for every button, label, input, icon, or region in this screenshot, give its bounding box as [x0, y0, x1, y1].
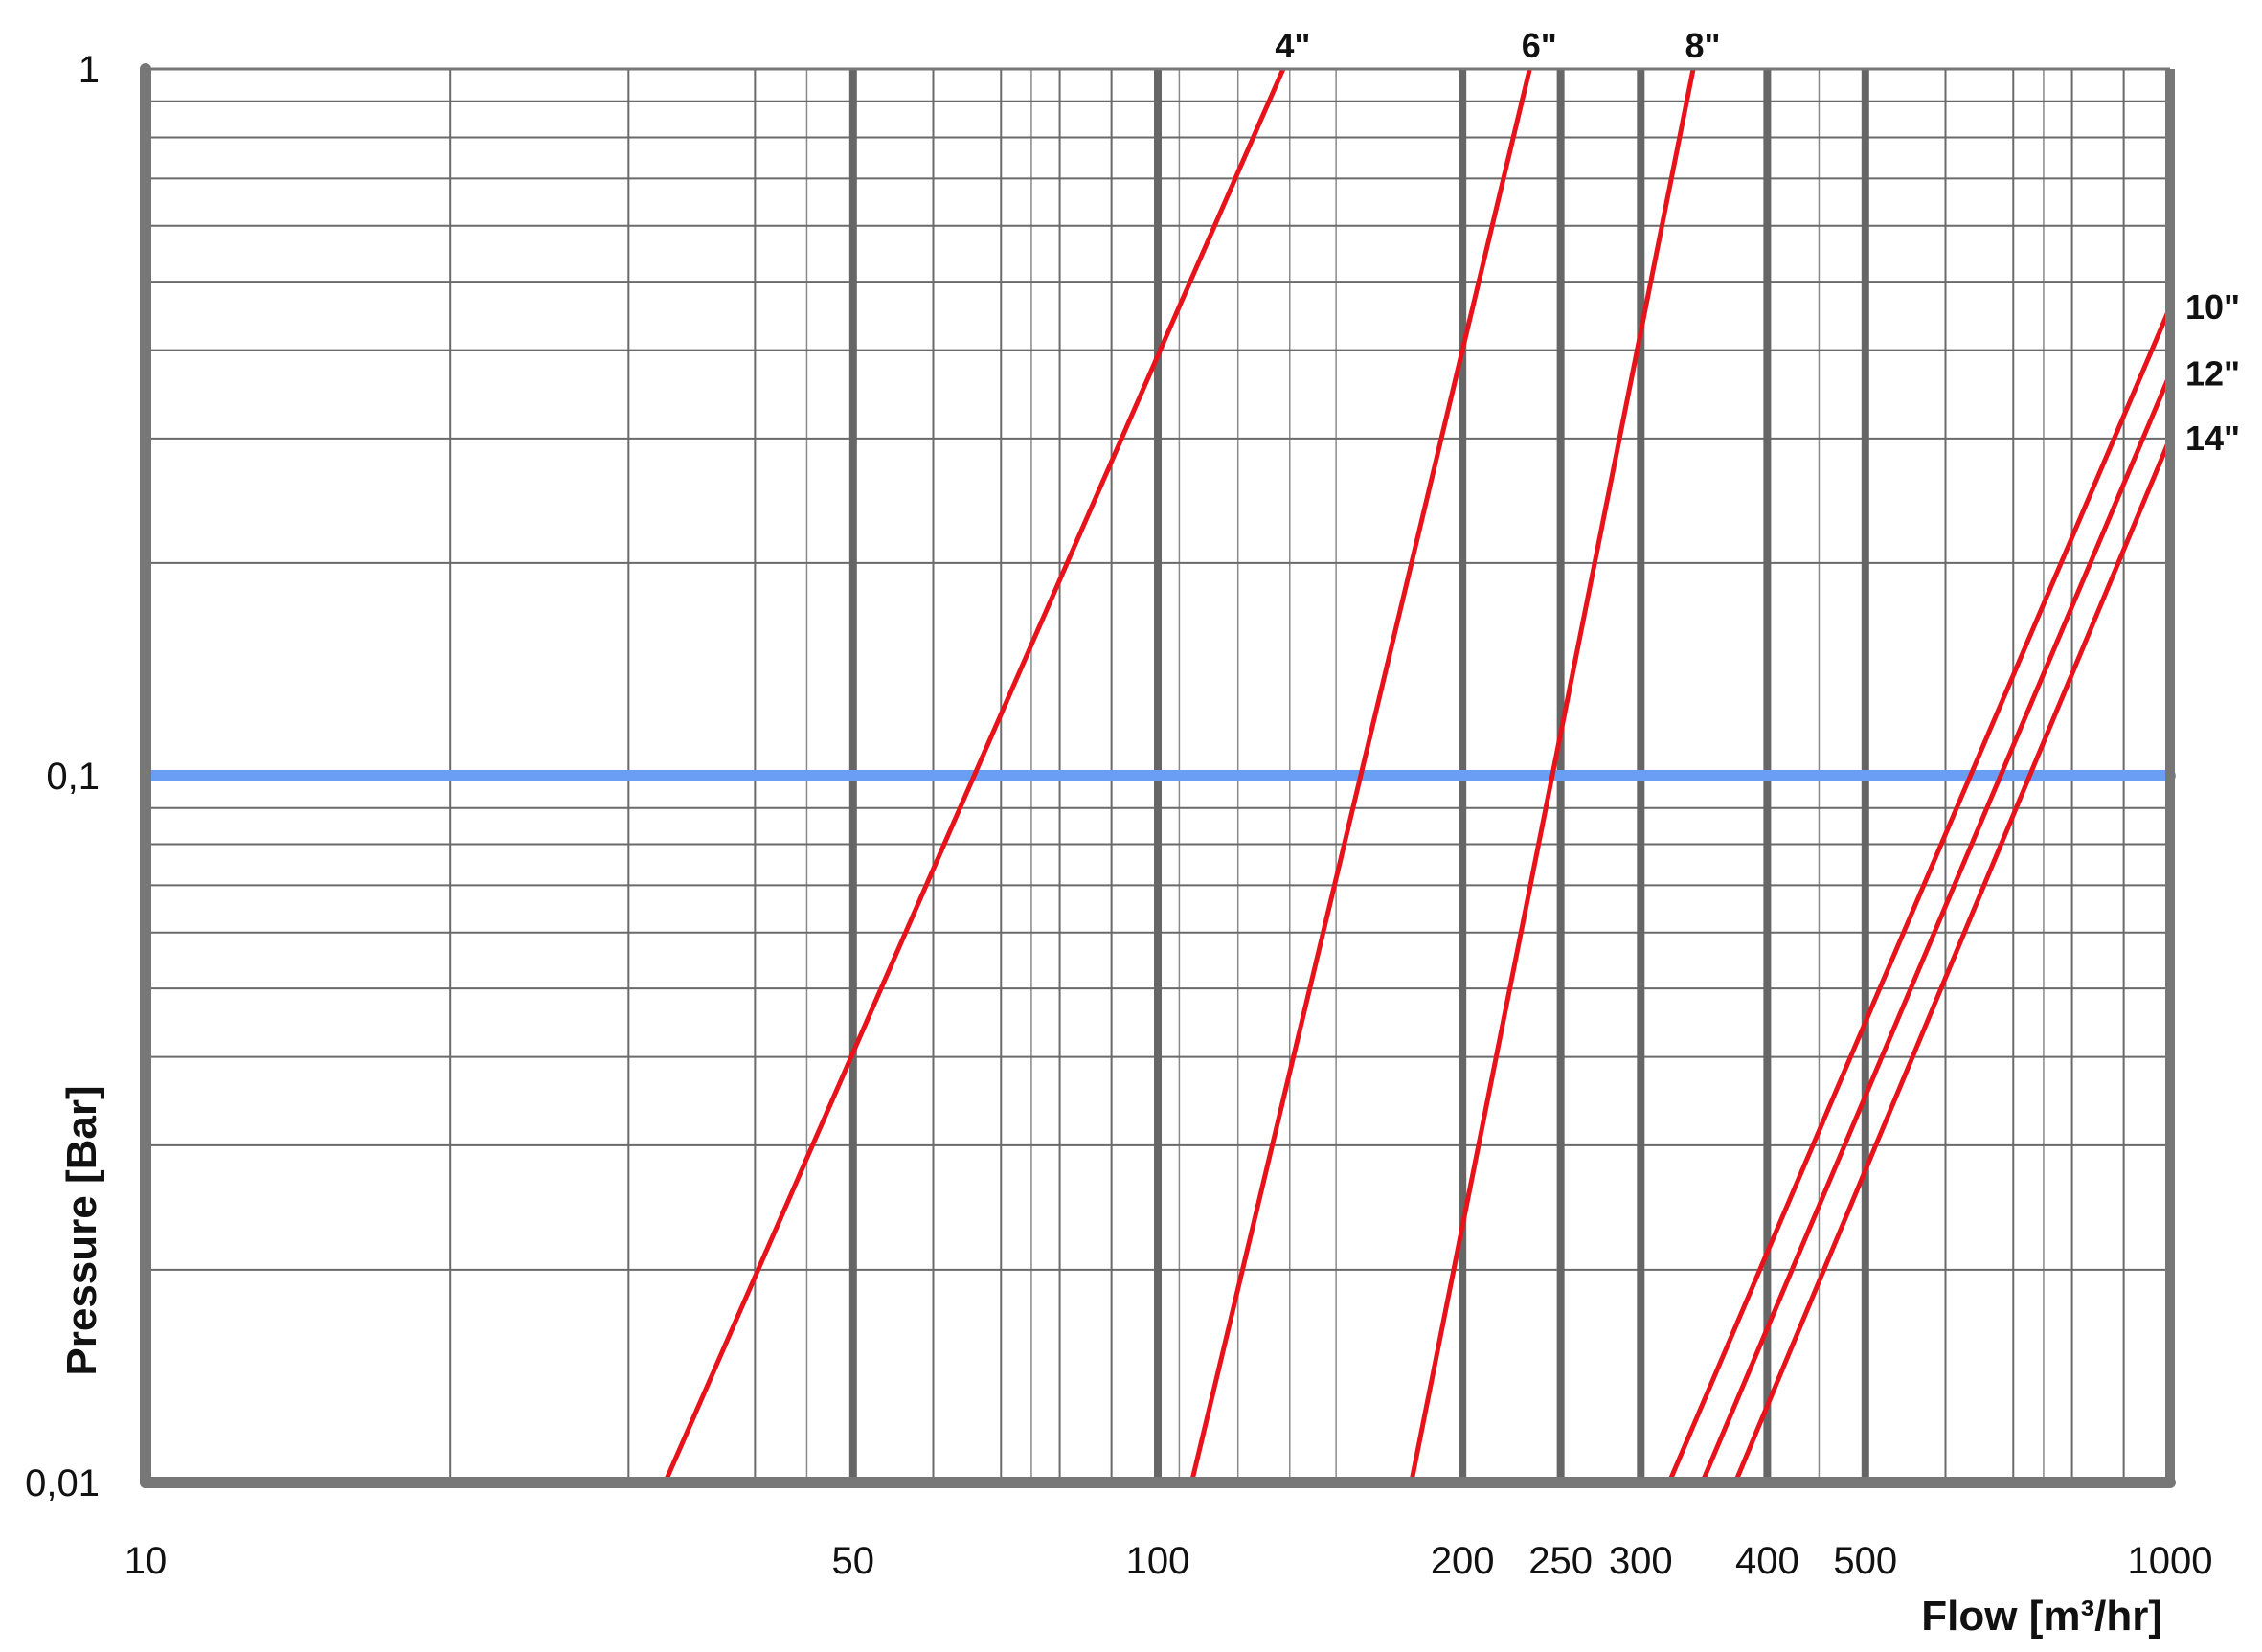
series-line: [1732, 437, 2173, 1483]
y-tick-label: 0,01: [25, 1462, 100, 1505]
plot-frame: [140, 63, 2176, 1488]
series-label: 6": [1522, 26, 1557, 65]
series-layer: [663, 67, 2173, 1484]
series-label: 8": [1685, 26, 1721, 65]
series-label: 12": [2185, 354, 2240, 394]
series-line: [1409, 68, 1696, 1483]
y-axis-label: Pressure [Bar]: [58, 1085, 105, 1375]
x-tick-label: 300: [1609, 1540, 1673, 1582]
series-line: [663, 67, 1286, 1484]
x-tick-label: 500: [1833, 1540, 1897, 1582]
x-tick-label: 50: [832, 1540, 875, 1582]
x-tick-labels: 10 50 100 200 250 300 400 500 1000: [124, 1540, 2213, 1582]
x-tick-label: 250: [1528, 1540, 1593, 1582]
x-tick-label: 1000: [2128, 1540, 2213, 1582]
x-tick-label: 100: [1126, 1540, 1190, 1582]
series-labels: 4" 6" 8" 10" 12" 14": [1275, 26, 2240, 458]
y-tick-label: 0,1: [46, 756, 100, 798]
x-tick-label: 400: [1735, 1540, 1799, 1582]
series-line: [1700, 373, 2173, 1483]
series-line: [1188, 68, 1532, 1483]
x-axis-label: Flow [m³/hr]: [1921, 1593, 2162, 1640]
series-label: 14": [2185, 419, 2240, 458]
x-tick-label: 200: [1431, 1540, 1495, 1582]
y-tick-label: 1: [79, 49, 100, 91]
series-label: 10": [2185, 287, 2240, 327]
series-line: [1666, 306, 2173, 1483]
series-label: 4": [1275, 26, 1310, 65]
y-tick-labels: 0,01 0,1 1: [25, 49, 100, 1505]
x-tick-label: 10: [124, 1540, 168, 1582]
